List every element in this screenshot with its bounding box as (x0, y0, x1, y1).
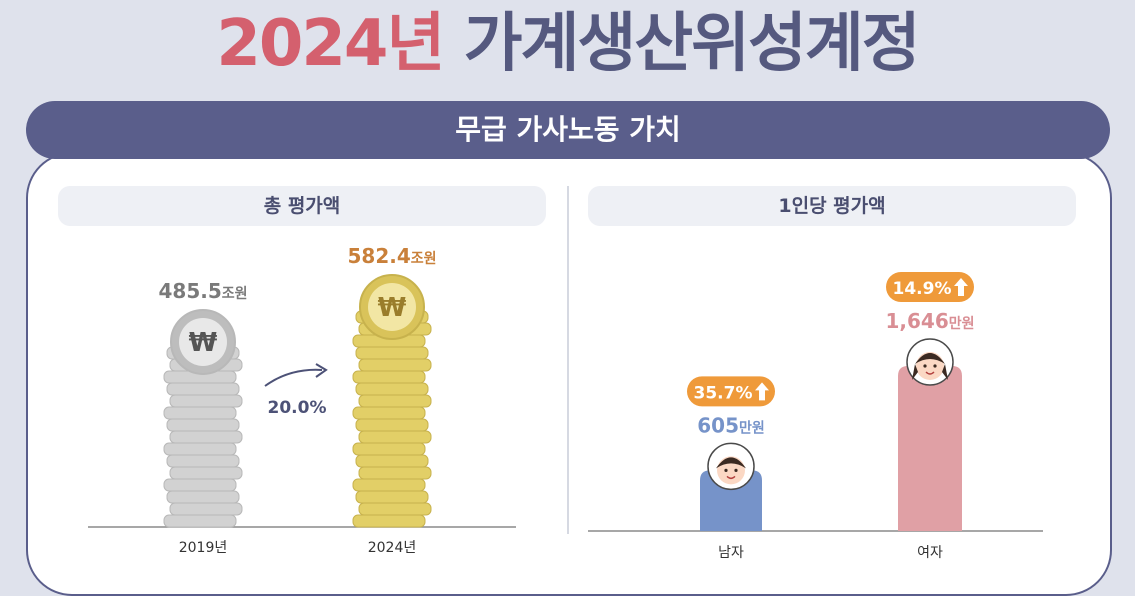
value-label-남자: 605만원 (697, 413, 765, 437)
growth-badge-text: 14.9% (893, 279, 952, 299)
coin-stack-0: ₩ (163, 308, 243, 528)
bar-여자 (898, 366, 962, 531)
value-label-2024년: 582.4조원 (347, 244, 436, 268)
coin-1-0 (352, 514, 426, 528)
male-avatar-icon (707, 442, 755, 491)
title-year: 2024년 (216, 7, 445, 81)
female-avatar-icon (906, 338, 954, 386)
bar-남자 (700, 470, 762, 531)
value-label-여자: 1,646만원 (885, 309, 974, 333)
coin-1-3 (352, 478, 426, 492)
coin-0-9 (163, 406, 237, 420)
coin-0-5 (166, 454, 240, 468)
chart-canvas: ₩485.5조원 2019년 ₩582.4조원 2024년 20.0% 605만원 35.7… (88, 244, 1043, 561)
title-main: 가계생산위성계정 (463, 7, 921, 81)
category-label-여자: 여자 (917, 545, 943, 561)
won-icon: ₩ (378, 293, 407, 323)
coin-1-1 (358, 502, 432, 516)
coin-0-7 (169, 430, 243, 444)
value-label-2019년: 485.5조원 (158, 279, 247, 303)
coin-stack-1: ₩ (352, 274, 432, 528)
coin-0-4 (169, 466, 243, 480)
category-label-2024년: 2024년 (368, 540, 417, 556)
coin-0-0 (163, 514, 237, 528)
growth-rate-label: 20.0% (268, 398, 327, 418)
section-banner: 무급 가사노동 가치 (26, 101, 1110, 159)
coin-face-inner (179, 317, 227, 366)
coin-1-13 (358, 358, 432, 372)
growth-arrow-head (315, 363, 328, 378)
won-icon: ₩ (189, 328, 218, 358)
coin-0-10 (169, 394, 243, 408)
total-value-header: 총 평가액 (58, 186, 546, 226)
coin-1-10 (358, 394, 432, 408)
coin-1-11 (355, 382, 429, 396)
category-label-남자: 남자 (718, 545, 744, 561)
per-capita-header: 1인당 평가액 (588, 186, 1076, 226)
coin-1-12 (352, 370, 426, 384)
section-divider (567, 186, 569, 534)
coin-1-14 (355, 346, 429, 360)
coin-1-5 (355, 454, 429, 468)
growth-badge-여자: 14.9% (886, 272, 974, 302)
coin-1-2 (355, 490, 429, 504)
category-label-2019년: 2019년 (179, 540, 228, 556)
coin-0-11 (166, 382, 240, 396)
growth-badge-text: 35.7% (694, 383, 753, 403)
coin-1-9 (352, 406, 426, 420)
coin-0-3 (163, 478, 237, 492)
coin-0-1 (169, 502, 243, 516)
coin-face-inner (368, 283, 416, 331)
up-arrow-icon (755, 382, 769, 401)
coin-0-8 (166, 418, 240, 432)
coin-1-6 (352, 442, 426, 456)
coin-0-2 (166, 490, 240, 504)
coin-0-6 (163, 442, 237, 456)
growth-badge-남자: 35.7% (687, 376, 775, 407)
up-arrow-icon (954, 278, 968, 296)
page-title: 2024년 가계생산위성계정 (0, 2, 1135, 86)
coin-1-4 (358, 466, 432, 480)
coin-1-8 (355, 418, 429, 432)
growth-arrow (264, 368, 323, 387)
coin-1-7 (358, 430, 432, 444)
